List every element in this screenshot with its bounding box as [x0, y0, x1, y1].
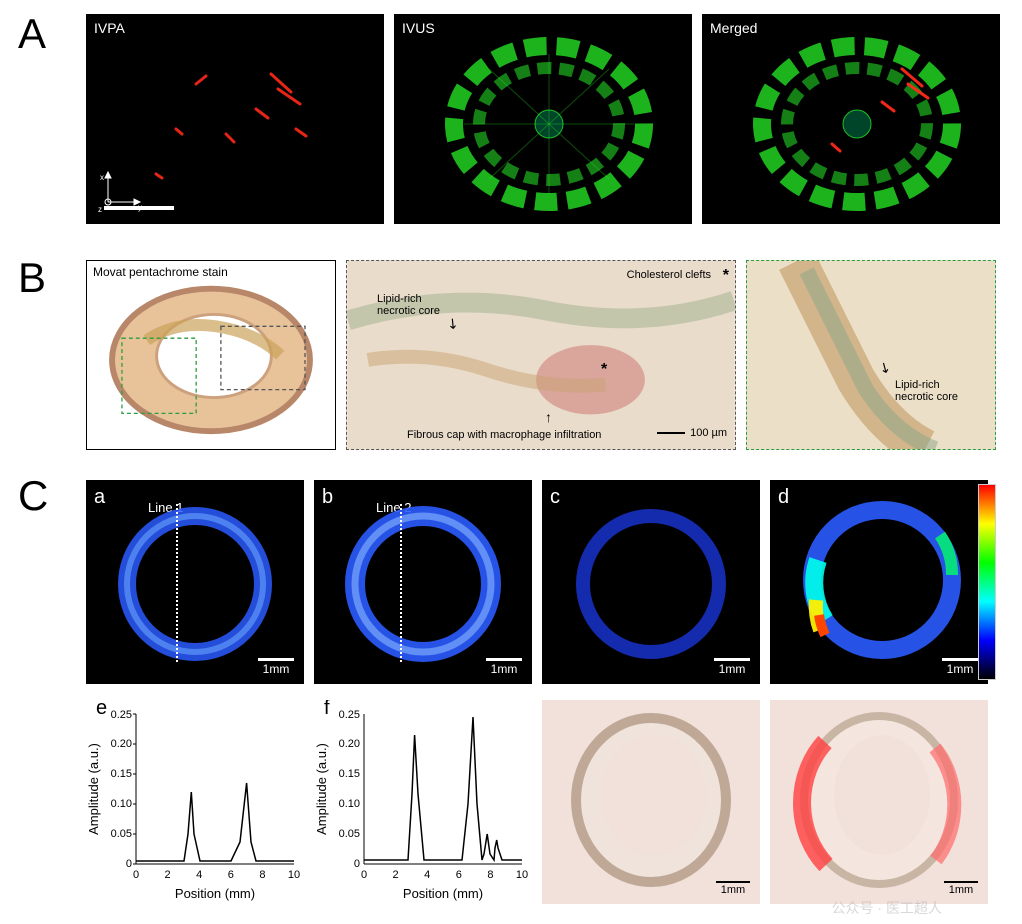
scale-1mm: 1mm: [944, 881, 978, 896]
svg-text:6: 6: [456, 869, 462, 881]
panel-ivpa: IVPA x: [86, 14, 384, 224]
scale-bar: [104, 206, 174, 210]
sublabel: e: [96, 700, 107, 719]
panel-Cd: d 1mm: [770, 480, 988, 684]
panel-Cb: b Line 2 1mm: [314, 480, 532, 684]
histology-overview: [87, 261, 335, 449]
svg-text:4: 4: [424, 869, 430, 881]
line-chart-f: f 0 0.05 0.10 0.15 0.20 0.25 0 2: [314, 700, 532, 904]
svg-text:0.25: 0.25: [111, 709, 132, 721]
scale-1mm: 1mm: [942, 658, 978, 676]
panel-merged: Merged: [702, 14, 1000, 224]
svg-text:2: 2: [165, 869, 171, 881]
watermark: 公众号 · 医工超人: [832, 898, 942, 918]
svg-text:0.15: 0.15: [111, 768, 132, 780]
svg-text:0: 0: [126, 858, 132, 870]
sublabel: f: [324, 700, 330, 719]
svg-text:8: 8: [259, 869, 265, 881]
svg-text:0.20: 0.20: [111, 738, 132, 750]
scale-1mm: 1mm: [716, 881, 750, 896]
annotation-fibrous-cap: Fibrous cap with macrophage infiltration: [407, 429, 601, 441]
svg-text:10: 10: [516, 869, 528, 881]
svg-text:0.10: 0.10: [339, 798, 360, 810]
asterisk: *: [723, 267, 729, 285]
asterisk: *: [601, 361, 607, 379]
annotation-cholesterol: Cholesterol clefts: [627, 269, 711, 281]
profile-line: [400, 504, 402, 662]
svg-text:0: 0: [354, 858, 360, 870]
svg-text:0.25: 0.25: [339, 709, 360, 721]
merged-ring: [702, 14, 1000, 224]
svg-text:4: 4: [196, 869, 202, 881]
panel-Ch: h 1mm: [770, 700, 988, 904]
panel-Cg: g 1mm: [542, 700, 760, 904]
svg-text:Amplitude (a.u.): Amplitude (a.u.): [314, 743, 329, 835]
panel-movat-overview: Movat pentachrome stain: [86, 260, 336, 450]
scale-1mm: 1mm: [714, 658, 750, 676]
histology-g: [542, 700, 760, 904]
row-C-lower: e 0 0.05 0.10 0.15 0.20 0.25: [86, 700, 988, 904]
annotation-lipid-core: Lipid-richnecrotic core: [895, 379, 975, 403]
panel-movat-zoom-black: Cholesterol clefts * * Lipid-richnecroti…: [346, 260, 736, 450]
row-A-panels: IVPA x: [86, 14, 1000, 224]
panel-Cf: f 0 0.05 0.10 0.15 0.20 0.25 0 2: [314, 700, 532, 904]
panel-Ce: e 0 0.05 0.10 0.15 0.20 0.25: [86, 700, 304, 904]
row-label-C: C: [18, 472, 48, 520]
row-label-B: B: [18, 254, 46, 302]
row-B-panels: Movat pentachrome stain Cholesterol clef…: [86, 260, 996, 450]
ring-Cb: [314, 480, 532, 684]
multipanel-figure: A IVPA: [0, 0, 1022, 924]
svg-text:2: 2: [393, 869, 399, 881]
svg-text:Position (mm): Position (mm): [403, 886, 483, 901]
panel-Ca: a Line 1 1mm: [86, 480, 304, 684]
svg-text:Position (mm): Position (mm): [175, 886, 255, 901]
scale-label: 100 µm: [657, 427, 727, 439]
svg-text:0.10: 0.10: [111, 798, 132, 810]
ivus-ring: [394, 14, 692, 224]
svg-text:8: 8: [487, 869, 493, 881]
colorbar: [978, 484, 996, 680]
row-C-imaging: a Line 1 1mm b Line 2 1mm c 1mm: [86, 480, 988, 684]
svg-text:0.15: 0.15: [339, 768, 360, 780]
profile-line: [176, 504, 178, 662]
row-label-A: A: [18, 10, 46, 58]
panel-Cc: c 1mm: [542, 480, 760, 684]
ring-Ca: [86, 480, 304, 684]
scale-1mm: 1mm: [258, 658, 294, 676]
svg-text:6: 6: [228, 869, 234, 881]
histology-zoom-green: [747, 261, 995, 449]
ring-Cd: [770, 480, 988, 684]
svg-text:x: x: [100, 173, 104, 182]
svg-text:0.20: 0.20: [339, 738, 360, 750]
svg-text:0.05: 0.05: [111, 828, 132, 840]
histology-h: [770, 700, 988, 904]
svg-text:0: 0: [361, 869, 367, 881]
svg-text:Amplitude (a.u.): Amplitude (a.u.): [86, 743, 101, 835]
histology-zoom: [347, 261, 735, 449]
svg-text:0.05: 0.05: [339, 828, 360, 840]
svg-text:0: 0: [133, 869, 139, 881]
panel-ivus: IVUS: [394, 14, 692, 224]
line-chart-e: e 0 0.05 0.10 0.15 0.20 0.25: [86, 700, 304, 904]
svg-text:10: 10: [288, 869, 300, 881]
scale-1mm: 1mm: [486, 658, 522, 676]
ring-Cc: [542, 480, 760, 684]
annotation-lipid-core: Lipid-richnecrotic core: [377, 293, 447, 317]
arrow-icon: ↑: [545, 409, 552, 425]
svg-text:z: z: [98, 205, 102, 214]
panel-movat-zoom-green: Lipid-richnecrotic core ↘: [746, 260, 996, 450]
